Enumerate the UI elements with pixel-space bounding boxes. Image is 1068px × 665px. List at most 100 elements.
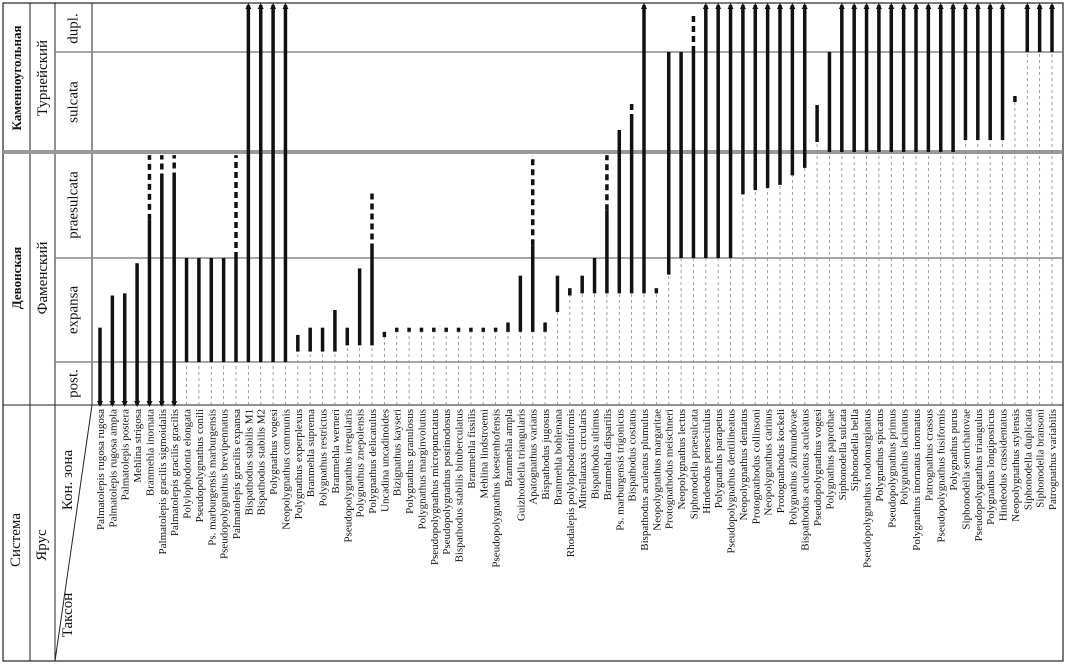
taxon-name: Siphonodella bransoni	[1035, 409, 1047, 508]
arrow-up	[925, 3, 932, 9]
zone-label: praesulcata	[65, 171, 81, 239]
taxon-name: Pseudopolygnathus primus	[886, 409, 898, 528]
taxon-name: Ps. marburgensis trigonicus	[614, 409, 626, 531]
stage-label: Фаменский	[35, 242, 51, 315]
taxon-name: Branmehla disparilis	[602, 409, 614, 500]
arrow-down	[109, 401, 116, 407]
taxon-name: Apatognathus varians	[528, 409, 540, 505]
taxon-name: Neopolygnathus communis	[280, 409, 292, 530]
arrow-down	[97, 401, 103, 407]
arrow-down	[121, 401, 128, 407]
arrow-up	[1049, 3, 1055, 9]
arrow-up	[641, 3, 647, 9]
taxon-name: Polygnathus lacinatus	[899, 409, 911, 505]
arrow-down	[146, 401, 153, 407]
taxon-name: Mitrellataxis circularis	[577, 409, 589, 509]
arrow-up	[1036, 3, 1043, 9]
taxon-name: Pseudopolygnathus triangulus	[973, 409, 985, 541]
arrow-up	[838, 3, 845, 9]
taxon-name: Neopolygnathus carinus	[763, 409, 775, 516]
taxon-name: Bispathodus ultimus	[590, 409, 602, 499]
arrow-up	[702, 3, 709, 9]
arrow-up	[739, 3, 746, 9]
taxon-name: Siphonodella praesulcata	[688, 409, 700, 519]
taxon-name: Polylophodonta elongata	[182, 409, 194, 519]
header-zone: Кон. зона	[60, 450, 76, 511]
taxon-name: Polygnathus paprothae	[824, 409, 836, 510]
arrow-down	[171, 401, 178, 407]
taxon-name: Rhodalepis polylophodontiformis	[565, 409, 577, 557]
taxon-name: Patrognathus variabilis	[1047, 409, 1059, 510]
arrow-up	[715, 3, 722, 9]
taxon-name: Branmehla suprema	[305, 409, 317, 497]
taxon-name: Branmehla bohlenana	[552, 409, 564, 505]
taxon-name: Bispathodus stabilis bituberculatus	[454, 409, 466, 562]
arrow-up	[962, 3, 969, 9]
taxon-name: Mehlina strigosa	[132, 409, 144, 483]
arrow-up	[888, 3, 895, 9]
taxon-name: Siphonodella sulcata	[837, 409, 849, 500]
taxon-name: Palmatolepis rugosa rugosa	[95, 409, 107, 530]
taxon-name: Siphonodella semichatovae	[960, 409, 972, 530]
arrow-up	[900, 3, 907, 9]
taxon-name: Ps. marburgensis marburgensis	[206, 409, 218, 546]
arrow-up	[863, 3, 870, 9]
taxon-name: Neopolygnathus margaritae	[651, 409, 663, 531]
arrow-up	[727, 3, 734, 9]
taxon-name: Polygnathus experplexus	[293, 409, 305, 519]
arrow-up	[913, 3, 919, 9]
taxon-name: Polygnathus purus	[948, 409, 960, 491]
arrow-down	[158, 401, 165, 407]
arrow-up	[950, 3, 957, 9]
taxon-name: Pseudopolygnathus conili	[194, 409, 206, 522]
taxon-name: Polygnathus vogesi	[268, 409, 280, 495]
taxon-name: Palmatolepis gracilis sigmoidalis	[157, 409, 169, 554]
taxon-name: Bispathodus jugosus	[540, 409, 552, 500]
arrow-up	[974, 3, 981, 9]
taxon-name: Polygnathus parapetus	[713, 409, 725, 508]
taxon-name: Polygnathus spicatus	[874, 409, 886, 502]
taxon-name: Pseudopolygnathus nodomarginatus	[862, 409, 874, 568]
arrow-up	[752, 3, 759, 9]
taxon-name: Palmatolepis gracilis expansa	[231, 409, 243, 539]
arrow-up	[937, 3, 944, 9]
arrow-up	[875, 3, 882, 9]
system-label: Девонская	[9, 247, 24, 309]
taxon-name: Hindeodus penescitulus	[701, 409, 713, 514]
taxon-name: Pseudopolygnathus postinodosus	[441, 409, 453, 555]
taxon-name: Palmatolepis postera	[120, 409, 132, 500]
zone-label: dupl.	[65, 13, 81, 43]
taxon-name: Polygnathus znepolensis	[355, 409, 367, 517]
taxon-name: Uncadina uncadinoides	[379, 409, 391, 512]
taxon-name: Neopolygnathus dentatus	[738, 409, 750, 521]
taxon-name: Pseudopolygnathus vogesi	[812, 409, 824, 526]
taxon-name: Polygnathus inornatus inornatus	[911, 409, 923, 551]
taxon-name: Bispathodus stabilis M1	[243, 409, 255, 515]
taxon-name: Neopolygnathus lectus	[676, 409, 688, 510]
taxon-name: Pseudopolygnathus brevipennatus	[219, 409, 231, 559]
taxon-name: Pseudopolygnathus koestenhofensis	[491, 409, 503, 568]
taxon-name: Siphonodella duplicata	[1022, 409, 1034, 510]
taxon-name: Patrognathus crassus	[923, 409, 935, 501]
taxon-name: Polygnathus marginvolutus	[416, 409, 428, 529]
arrow-up	[999, 3, 1006, 9]
arrow-up	[245, 3, 252, 9]
taxon-name: Palmatolepis rugosa ampla	[107, 409, 119, 528]
taxon-name: Palmatolepis gracilis gracilis	[169, 409, 181, 536]
taxon-name: Siphonodella bella	[849, 409, 861, 491]
stage-label: Турнейский	[35, 40, 51, 116]
taxon-name: Branmehla fissilis	[466, 409, 478, 489]
taxon-name: Branmehla inornata	[144, 409, 156, 496]
zone-label: sulcata	[65, 81, 81, 123]
taxon-name: Polygnathus granulosus	[404, 409, 416, 514]
taxon-name: Pseudopolygnathus fusiformis	[936, 409, 948, 543]
arrow-up	[777, 3, 783, 9]
taxon-name: Branmehla werneri	[330, 409, 342, 494]
arrow-up	[764, 3, 771, 9]
header-system: Система	[8, 513, 24, 567]
taxon-name: Guizhoudella triangularis	[515, 409, 527, 521]
taxon-name: Polygnathus restrictus	[318, 409, 330, 506]
taxon-name: Pseudopolygnathus irregularis	[342, 409, 354, 543]
taxon-name: Pseudopolygnathus micropunctatus	[429, 409, 441, 565]
